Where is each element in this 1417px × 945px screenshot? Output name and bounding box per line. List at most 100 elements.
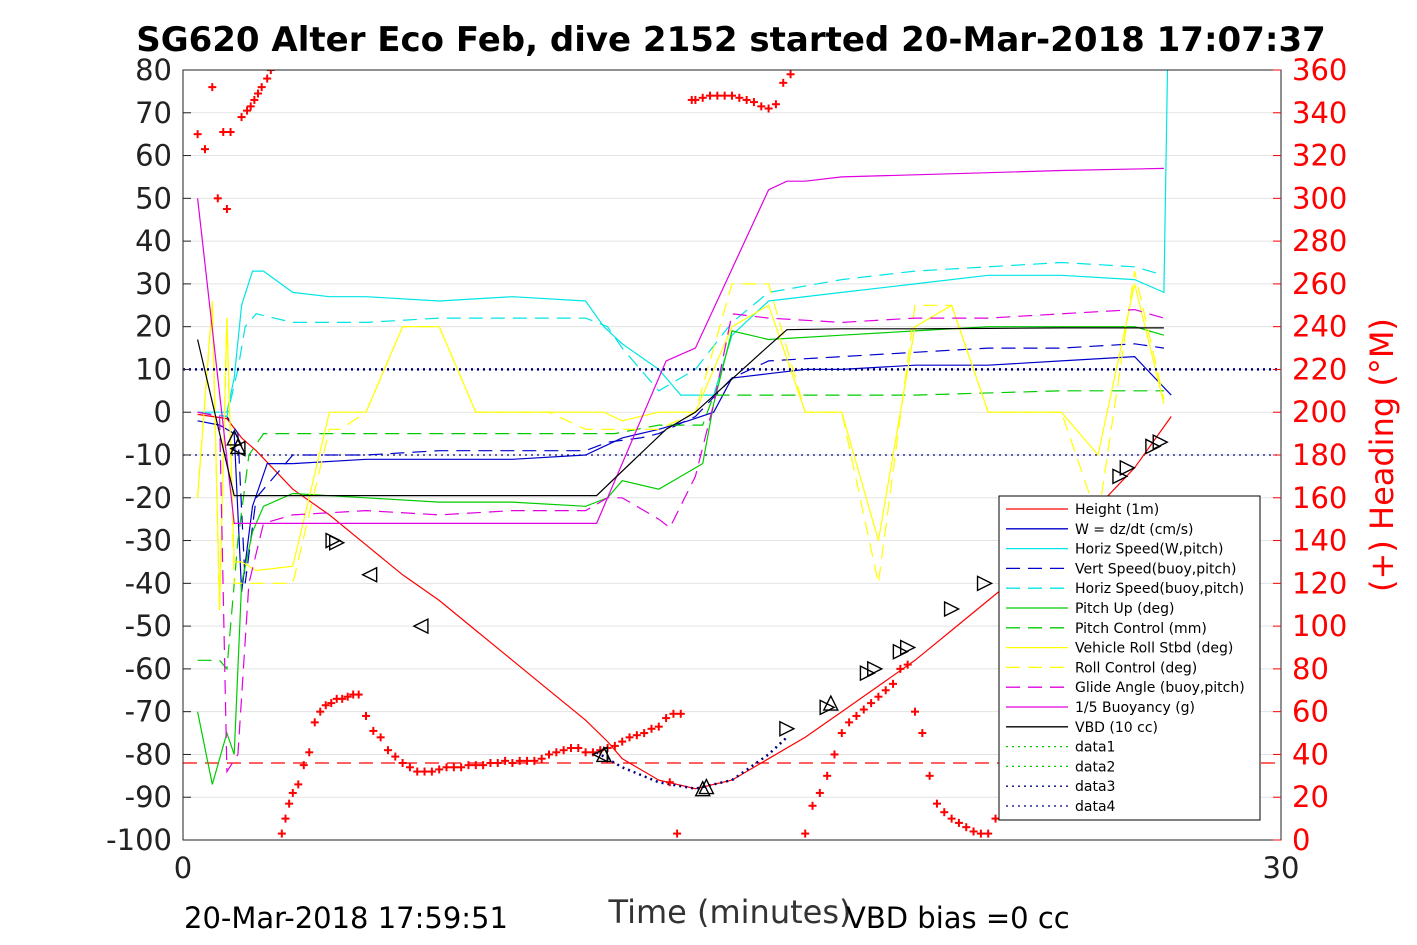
left-tick-label: 10 [135, 352, 172, 386]
heading-point [281, 815, 289, 823]
left-tick-label: 60 [135, 139, 172, 173]
left-tick-label: -30 [125, 524, 172, 558]
heading-point [494, 759, 502, 767]
right-tick-label: 220 [1292, 352, 1347, 386]
heading-point [413, 768, 421, 776]
series-line-10 [198, 168, 1164, 523]
heading-point [552, 748, 560, 756]
heading-point [882, 686, 890, 694]
heading-point [838, 729, 846, 737]
heading-point [926, 772, 934, 780]
heading-point [918, 729, 926, 737]
heading-point [618, 738, 626, 746]
left-tick-label: -50 [125, 609, 172, 643]
heading-point [673, 830, 681, 838]
legend-label: Pitch Control (mm) [1075, 621, 1207, 637]
heading-point [772, 100, 780, 108]
heading-point [311, 718, 319, 726]
heading-point [263, 75, 271, 83]
left-tick-label: -60 [125, 652, 172, 686]
heading-point [743, 96, 751, 104]
left-tick-label: -100 [106, 823, 172, 857]
legend-label: Vehicle Roll Stbd (deg) [1075, 641, 1233, 657]
right-tick-label: 60 [1292, 695, 1329, 729]
heading-point [355, 691, 363, 699]
heading-point [219, 128, 227, 136]
right-axis-ticks: 3603403203002802602402202001801601401201… [1273, 53, 1347, 857]
heading-point [874, 693, 882, 701]
heading-point [305, 748, 313, 756]
heading-point [647, 725, 655, 733]
heading-point [443, 763, 451, 771]
triangle-marker [1120, 461, 1134, 475]
heading-point [830, 750, 838, 758]
right-axis-label: (+) Heading (°M) [1363, 318, 1401, 592]
heading-point [560, 746, 568, 754]
heading-point [626, 733, 634, 741]
heading-point [640, 729, 648, 737]
heading-point [201, 145, 209, 153]
heading-point [970, 827, 978, 835]
heading-point [823, 772, 831, 780]
right-tick-label: 100 [1292, 609, 1347, 643]
right-tick-label: 320 [1292, 139, 1347, 173]
heading-point [545, 750, 553, 758]
right-tick-label: 340 [1292, 96, 1347, 130]
right-tick-label: 180 [1292, 438, 1347, 472]
heading-point [289, 789, 297, 797]
heading-point [721, 92, 729, 100]
legend-label: Pitch Up (deg) [1075, 601, 1174, 617]
heading-point [421, 768, 429, 776]
legend-label: data2 [1075, 759, 1115, 775]
footer-vbd-bias: VBD bias =0 cc [846, 901, 1070, 935]
heading-point [713, 92, 721, 100]
left-axis-ticks: 80706050403020100-10-20-30-40-50-60-70-8… [106, 53, 191, 857]
heading-point [316, 708, 324, 716]
heading-point [662, 714, 670, 722]
heading-point [278, 830, 286, 838]
left-tick-label: 80 [135, 53, 172, 87]
left-tick-label: -70 [125, 695, 172, 729]
legend-label: data3 [1075, 779, 1115, 795]
left-tick-label: -90 [125, 780, 172, 814]
heading-point [227, 128, 235, 136]
heading-point [750, 98, 758, 106]
right-tick-label: 260 [1292, 267, 1347, 301]
heading-point [633, 731, 641, 739]
heading-point [472, 761, 480, 769]
right-tick-label: 280 [1292, 224, 1347, 258]
right-tick-label: 40 [1292, 737, 1329, 771]
legend-label: Vert Speed(buoy,pitch) [1075, 561, 1237, 577]
legend-label: 1/5 Buoyancy (g) [1075, 700, 1195, 716]
heading-point [860, 706, 868, 714]
heading-point [984, 830, 992, 838]
footer-timestamp: 20-Mar-2018 17:59:51 [184, 901, 508, 935]
heading-point [508, 759, 516, 767]
heading-point [940, 808, 948, 816]
triangle-marker [780, 722, 794, 736]
heading-point [669, 710, 677, 718]
heading-point [706, 92, 714, 100]
heading-point [300, 761, 308, 769]
triangle-marker [363, 568, 377, 582]
x-axis-label: Time (minutes) [608, 893, 852, 931]
heading-point [450, 763, 458, 771]
heading-point [977, 830, 985, 838]
left-tick-label: 20 [135, 310, 172, 344]
heading-point [699, 94, 707, 102]
heading-point [816, 789, 824, 797]
heading-point [223, 205, 231, 213]
heading-point [399, 759, 407, 767]
chart-title: SG620 Alter Eco Feb, dive 2152 started 2… [136, 20, 1326, 60]
triangle-marker [945, 602, 959, 616]
heading-point [582, 748, 590, 756]
legend-label: data4 [1075, 799, 1116, 815]
heading-point [377, 733, 385, 741]
heading-point [238, 113, 246, 121]
legend-label: Horiz Speed(W,pitch) [1075, 542, 1223, 558]
heading-point [464, 761, 472, 769]
heading-point [955, 819, 963, 827]
right-tick-label: 120 [1292, 566, 1347, 600]
heading-point [501, 757, 509, 765]
